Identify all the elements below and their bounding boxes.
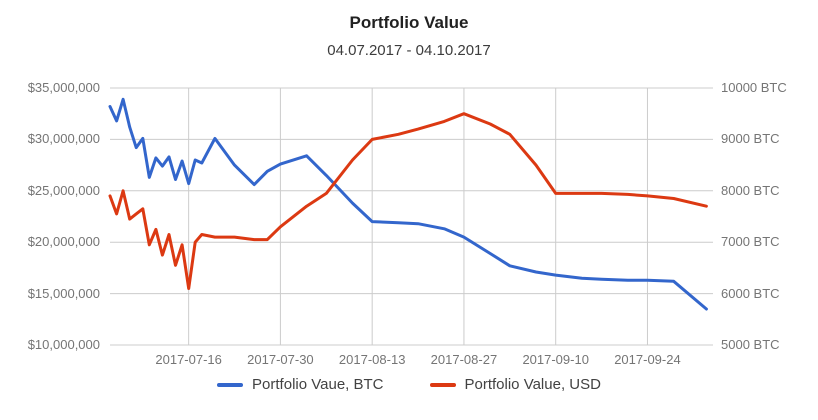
chart-title: Portfolio Value [349,13,469,32]
series-line-btc[interactable] [108,97,708,311]
legend-swatch-usd [429,382,456,387]
y-axis-label-left: $30,000,000 [27,131,100,147]
y-axis-label-left: $35,000,000 [27,80,100,95]
series-line-usd[interactable] [108,112,708,290]
y-axis-label-left: $10,000,000 [27,337,100,352]
chart-subtitle: 04.07.2017 - 04.10.2017 [327,42,491,59]
x-axis-label: 2017-09-24 [614,352,681,367]
y-axis-label-left: $25,000,000 [27,182,100,198]
legend-item-usd: Portfolio Value, USD [429,376,601,393]
y-axis-label-right: 9000 BTC [721,131,780,147]
y-axis-label-left: $15,000,000 [27,285,100,301]
legend-label-usd: Portfolio Value, USD [464,376,601,393]
x-axis-label: 2017-07-16 [155,352,222,367]
legend: Portfolio Vaue, BTC Portfolio Value, USD [0,376,818,393]
y-axis-label-left: $20,000,000 [27,234,100,250]
x-axis-label: 2017-07-30 [247,352,314,367]
y-axis-label-right: 8000 BTC [721,182,780,198]
y-axis-label-right: 5000 BTC [721,337,780,352]
legend-label-btc: Portfolio Vaue, BTC [252,376,384,393]
y-axis-label-right: 10000 BTC [721,80,787,95]
y-axis-label-right: 6000 BTC [721,285,780,301]
x-axis-label: 2017-08-13 [338,352,406,367]
y-axis-label-right: 7000 BTC [721,234,780,250]
legend-swatch-btc [217,382,244,387]
x-axis-label: 2017-09-10 [522,352,589,367]
legend-item-btc: Portfolio Vaue, BTC [217,376,384,393]
x-axis-label: 2017-08-27 [430,352,498,367]
